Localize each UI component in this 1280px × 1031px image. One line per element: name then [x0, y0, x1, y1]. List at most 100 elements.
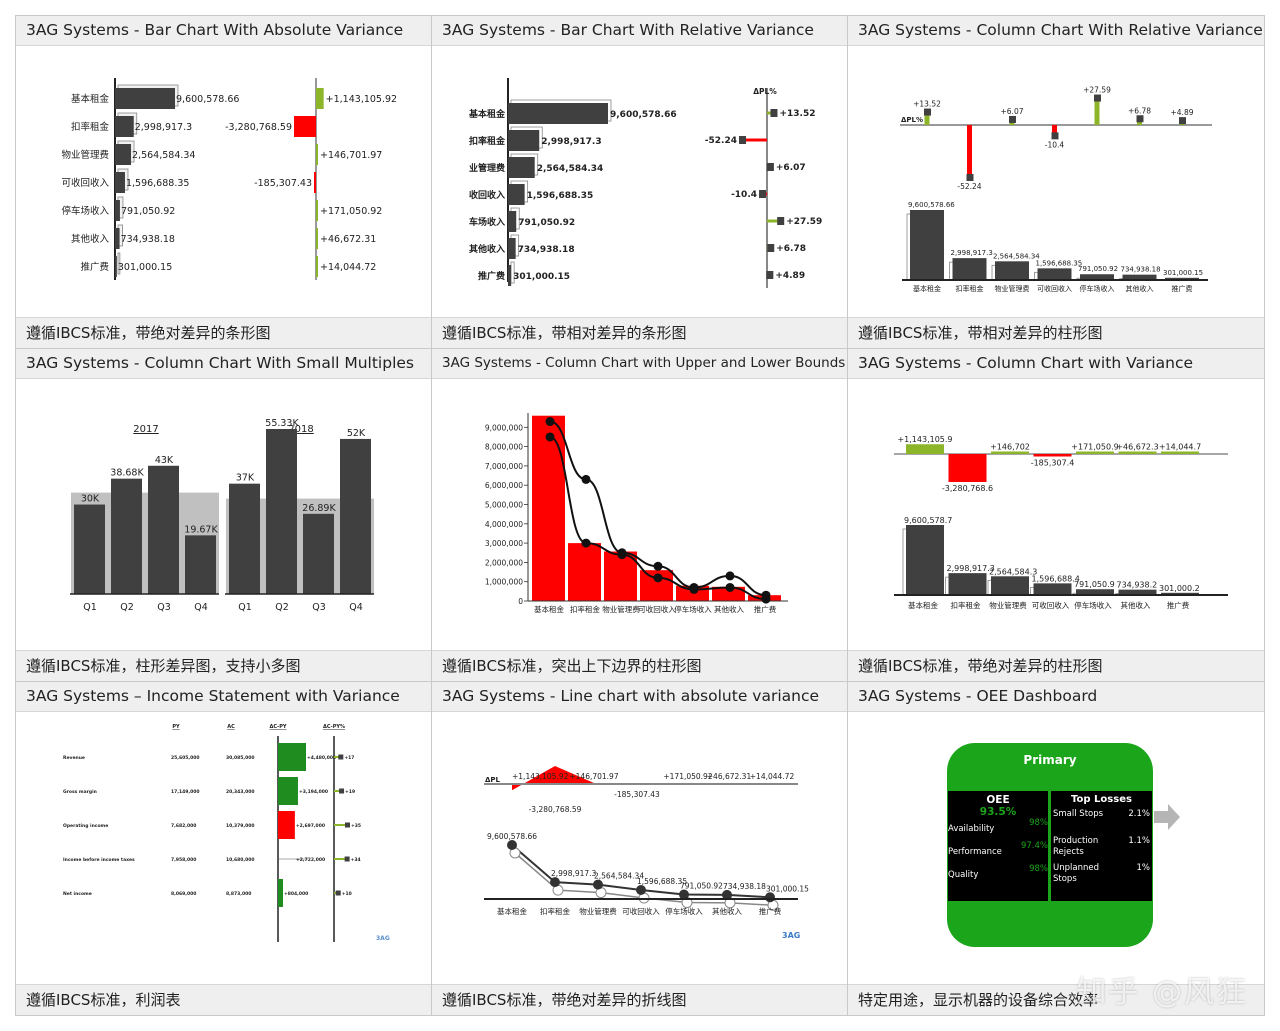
value-label: 1,596,688.35 [637, 877, 687, 886]
oee-title: OEE [986, 794, 1010, 806]
value-label: 1,596,688.35 [527, 191, 594, 201]
category-label: 推广费 [1172, 284, 1193, 293]
variance-label: +46,672.31 [707, 772, 752, 781]
pct-label: +34 [351, 857, 361, 863]
bound-marker [653, 573, 663, 583]
cell-preview: Primary OEE 93.5% Availability 98% Performanc… [848, 712, 1264, 984]
category-label: Q4 [349, 602, 363, 613]
bound-marker [653, 561, 663, 571]
category-label: 物业管理费 [579, 906, 617, 916]
value-label: 2,564,584.34 [594, 872, 644, 881]
cell-title: 3AG Systems - Bar Chart With Relative Va… [432, 16, 847, 46]
cell-title: 3AG Systems - Column Chart with Variance [848, 349, 1264, 379]
column-chart-small-multiples: 2017 30K Q1 38.68K Q2 43K Q3 19.67K Q4 2018 37K Q1 5… [70, 418, 374, 613]
variance-bar [294, 116, 316, 137]
category-label: 扣率租金 [469, 135, 506, 147]
delta-bar [278, 743, 306, 771]
column-mark [906, 525, 944, 595]
bar-mark [115, 228, 120, 249]
bar-mark [508, 103, 608, 124]
pct-pin-head [344, 856, 350, 862]
category-label: 物业管理费 [602, 604, 640, 614]
column-mark [1037, 268, 1072, 280]
value-label: 734,938.18 [121, 234, 175, 245]
gallery-cell-8[interactable]: 3AG Systems - Line chart with absolute v… [432, 682, 848, 1016]
column-header: AC [227, 724, 235, 730]
variance-label: -3,280,768.59 [529, 805, 582, 814]
variance-label: +14,044.7 [1159, 443, 1201, 452]
gallery-cell-2[interactable]: 3AG Systems - Bar Chart With Relative Va… [432, 16, 848, 349]
cell-preview: ΔPL% 基本租金 9,600,578.66 +13.52 扣率租金 2,998,917.… [432, 46, 847, 317]
ac-marker [507, 840, 517, 850]
column-mark [1076, 589, 1114, 595]
gallery-cell-6[interactable]: 3AG Systems - Column Chart with Variance… [848, 349, 1265, 682]
cell-title: 3AG Systems - OEE Dashboard [848, 682, 1264, 712]
value-label: 2,998,917.3 [135, 122, 192, 133]
delta-label: +804,000 [284, 891, 308, 897]
actual-column [111, 478, 142, 594]
variance-column [906, 444, 944, 454]
bound-marker [689, 584, 699, 594]
variance-label: +4.89 [775, 271, 805, 281]
category-label: 扣率租金 [956, 284, 984, 293]
column-chart-relative-variance: ΔPL% 9,600,578.66 基本租金 +13.52 2,998,917.3 扣率租… [900, 86, 1212, 293]
pct-pin-head [345, 822, 350, 828]
column-mark [948, 573, 987, 595]
cell-caption: 遵循IBCS标准，利润表 [16, 984, 431, 1015]
value-label: 2,998,917.3 [951, 249, 993, 257]
category-label: 基本租金 [908, 600, 938, 610]
variance-pin-head [1094, 94, 1101, 102]
bound-marker [545, 417, 555, 427]
value-label: 734,938.18 [1121, 266, 1161, 274]
category-label: 其他收入 [1121, 600, 1151, 610]
variance-axis-label: ΔPL [485, 776, 501, 784]
value-label: 791,050.9 [1074, 580, 1115, 589]
line-chart-absolute-variance: ΔPL +1,143,105.92 -3,280,768.59 +146,701.97… [484, 766, 809, 940]
gallery-cell-4[interactable]: 3AG Systems - Column Chart With Small Mu… [16, 349, 432, 682]
variance-bar [316, 256, 318, 277]
gallery-cell-5[interactable]: 3AG Systems - Column Chart with Upper an… [432, 349, 848, 682]
variance-label: +6.78 [1128, 106, 1151, 115]
dashboard-gallery-grid: 3AG Systems - Bar Chart With Absolute Va… [15, 15, 1265, 1016]
category-label: 扣率租金 [570, 604, 600, 614]
cell-preview: 9,600,578.7 基本租金 +1,143,105.9 2,998,917.3 扣率… [848, 379, 1264, 650]
ac-value: 20,343,000 [226, 789, 254, 795]
ac-marker [550, 877, 560, 888]
ac-value: 10,680,000 [226, 857, 254, 863]
category-label: 可收回收入 [61, 177, 109, 189]
gallery-cell-7[interactable]: 3AG Systems – Income Statement with Vari… [16, 682, 432, 1016]
cell-caption: 遵循IBCS标准，带相对差异的条形图 [432, 317, 847, 348]
ac-value: 10,379,000 [226, 823, 254, 829]
cell-caption: 特定用途，显示机器的设备综合效率 [848, 984, 1264, 1015]
py-value: 8,069,000 [171, 891, 196, 897]
column-mark [991, 576, 1029, 595]
column-mark [532, 415, 565, 601]
variance-label: +6.78 [776, 244, 806, 254]
gallery-cell-1[interactable]: 3AG Systems - Bar Chart With Absolute Va… [16, 16, 432, 349]
category-label: Q2 [275, 602, 289, 613]
variance-pin-head [767, 244, 775, 252]
gallery-cell-9[interactable]: 3AG Systems - OEE Dashboard Primary OEE 93.… [848, 682, 1265, 1016]
row-label: Net income [63, 891, 92, 897]
bound-marker [545, 432, 555, 442]
bound-marker [725, 571, 735, 581]
variance-bar [316, 88, 324, 109]
value-label: 2,998,917.3 [551, 869, 597, 878]
category-label: 物业管理费 [61, 149, 109, 161]
loss-label: Production Rejects [1053, 836, 1099, 857]
bar-mark [115, 200, 120, 221]
category-label: 可收回收入 [1037, 284, 1072, 293]
column-mark [1033, 583, 1072, 595]
delta-label: +3,194,000 [299, 789, 328, 795]
cell-title: 3AG Systems - Line chart with absolute v… [432, 682, 847, 712]
pct-pin-head [338, 754, 344, 760]
variance-label: +146,701.97 [569, 772, 618, 781]
variance-axis-label: ΔPL% [901, 116, 923, 124]
gallery-cell-3[interactable]: 3AG Systems - Column Chart With Relative… [848, 16, 1265, 349]
y-tick-label: 2,000,000 [485, 558, 523, 567]
variance-pin-head [924, 108, 931, 116]
value-label: 19.67K [184, 524, 218, 535]
variance-pin-head [1136, 115, 1144, 123]
cell-caption: 遵循IBCS标准，带相对差异的柱形图 [848, 317, 1264, 348]
value-label: 9,600,578.7 [904, 516, 952, 525]
